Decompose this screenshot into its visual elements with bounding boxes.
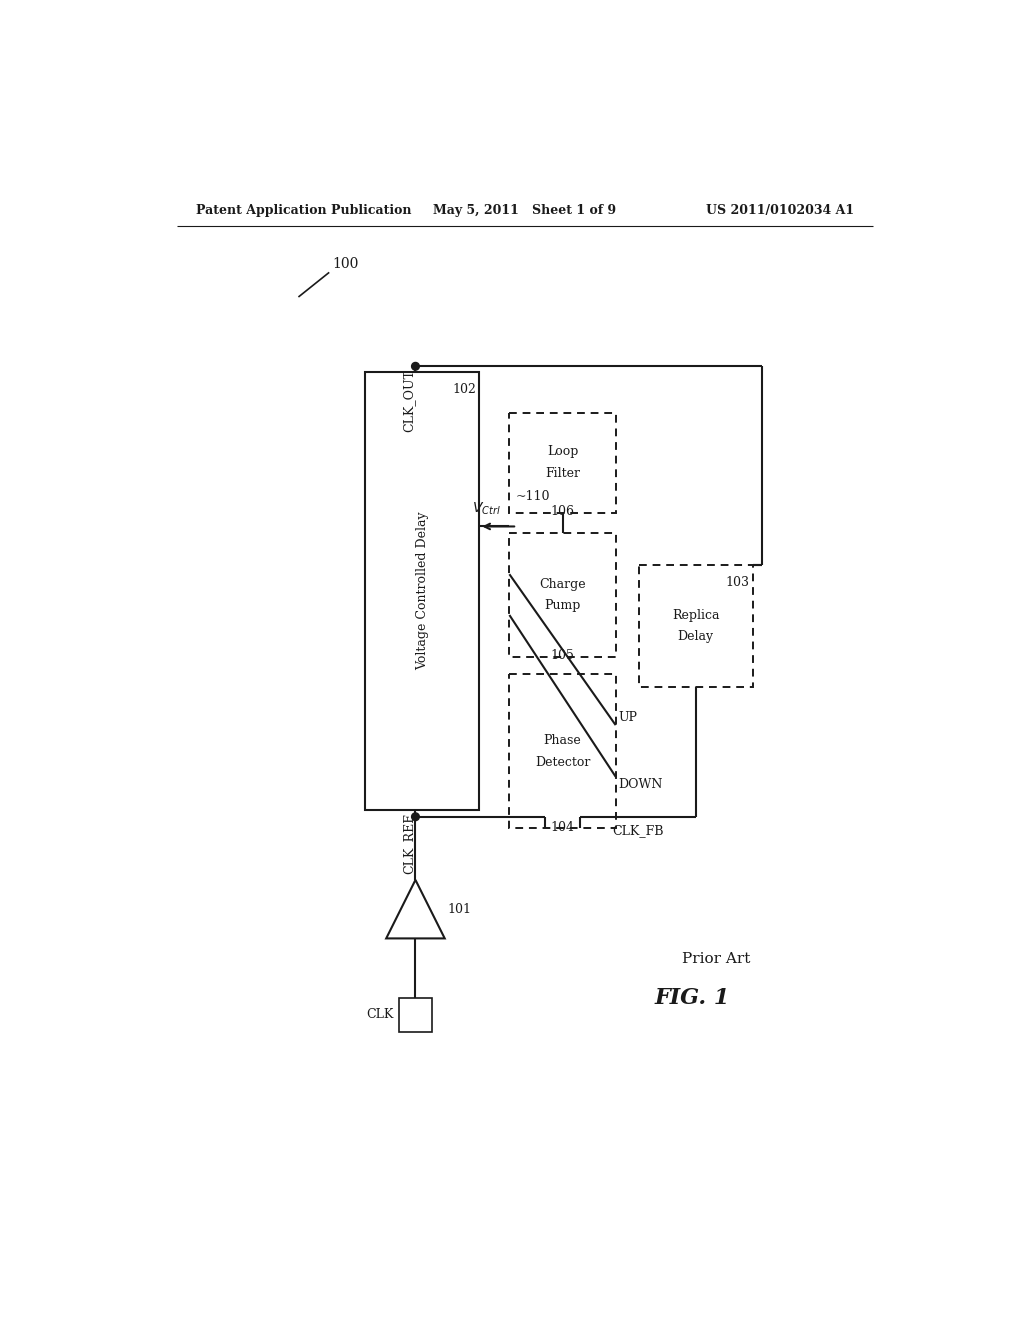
Text: CLK_OUT: CLK_OUT — [402, 370, 416, 432]
Bar — [509, 533, 615, 656]
Text: 101: 101 — [447, 903, 472, 916]
Text: Detector: Detector — [535, 755, 590, 768]
Text: Charge: Charge — [540, 578, 586, 591]
Text: Patent Application Publication: Patent Application Publication — [196, 205, 412, 218]
Text: CLK_REF: CLK_REF — [402, 813, 416, 874]
Text: Filter: Filter — [545, 467, 580, 480]
Bar — [509, 675, 615, 829]
Text: Prior Art: Prior Art — [682, 952, 750, 966]
Text: Pump: Pump — [545, 599, 581, 612]
Text: May 5, 2011   Sheet 1 of 9: May 5, 2011 Sheet 1 of 9 — [433, 205, 616, 218]
Text: Voltage Controlled Delay: Voltage Controlled Delay — [416, 512, 429, 671]
Text: $V_{Ctrl}$: $V_{Ctrl}$ — [472, 500, 501, 517]
Text: 103: 103 — [726, 576, 750, 589]
Text: US 2011/0102034 A1: US 2011/0102034 A1 — [707, 205, 854, 218]
Text: 106: 106 — [551, 506, 574, 517]
Bar — [398, 998, 432, 1032]
Text: 102: 102 — [453, 383, 476, 396]
Text: Loop: Loop — [547, 445, 579, 458]
Circle shape — [412, 813, 419, 821]
Text: FIG. 1: FIG. 1 — [655, 987, 730, 1008]
Text: UP: UP — [618, 710, 638, 723]
Bar — [366, 372, 479, 809]
Text: Phase: Phase — [544, 734, 582, 747]
Text: Delay: Delay — [678, 630, 714, 643]
Text: 105: 105 — [551, 649, 574, 661]
Bar — [509, 412, 615, 512]
Bar — [639, 565, 753, 686]
Circle shape — [412, 363, 419, 370]
Text: ~110: ~110 — [515, 490, 550, 503]
Text: 100: 100 — [333, 257, 358, 271]
Text: CLK: CLK — [367, 1008, 394, 1022]
Text: 104: 104 — [551, 821, 574, 834]
Text: Replica: Replica — [672, 609, 720, 622]
Text: DOWN: DOWN — [618, 779, 664, 791]
Text: CLK_FB: CLK_FB — [612, 825, 664, 837]
